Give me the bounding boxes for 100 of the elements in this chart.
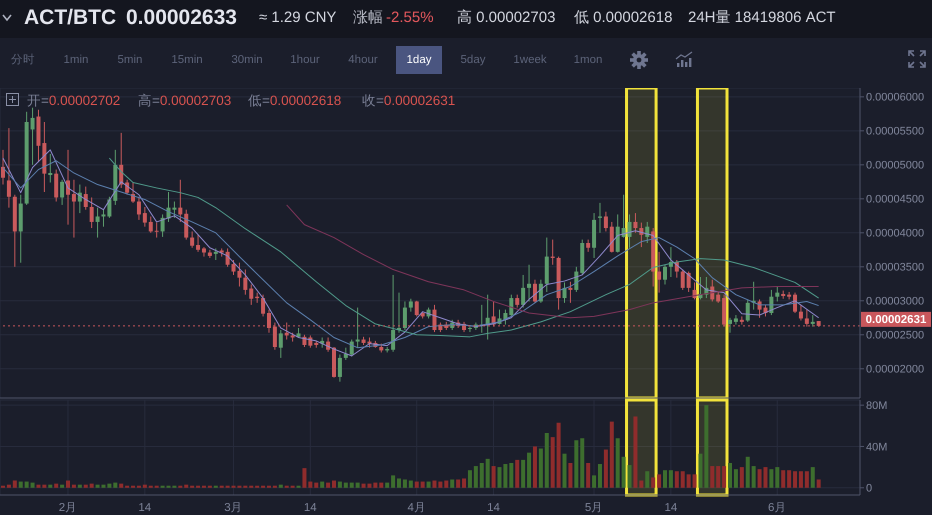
bar — [30, 482, 35, 488]
bar — [793, 471, 798, 488]
bar — [6, 484, 11, 488]
bar — [763, 467, 768, 488]
y-tick-label: 0.00006000 — [866, 92, 924, 104]
ref-line-label: 0.00002631 — [866, 314, 927, 326]
candlestick — [6, 128, 11, 208]
y-tick-label: 0.00003500 — [866, 262, 924, 274]
candlestick — [214, 248, 218, 260]
bar — [444, 480, 448, 488]
candlestick — [54, 169, 58, 202]
candlestick — [30, 107, 35, 166]
candlestick — [202, 246, 206, 258]
bar — [113, 482, 118, 488]
y-tick-label: 0.00005000 — [866, 160, 924, 172]
bar — [787, 470, 792, 488]
candlestick — [527, 264, 532, 302]
bar — [816, 480, 821, 488]
candlestick — [728, 317, 732, 334]
y-tick-label: 0 — [866, 482, 872, 495]
bar — [66, 480, 70, 488]
bar — [320, 482, 324, 488]
annotation: 开=0.00002702 — [27, 93, 120, 108]
bar — [338, 482, 342, 488]
annotation: 低=0.00002618 — [248, 93, 342, 108]
bar — [438, 482, 442, 488]
bar — [586, 462, 590, 488]
y-tick-label: 0.00004500 — [866, 194, 924, 206]
bar — [568, 462, 572, 488]
bar — [78, 484, 82, 488]
candlestick — [107, 196, 112, 218]
bar — [408, 480, 413, 488]
y-tick-label: 40M — [866, 441, 888, 454]
bar — [450, 480, 454, 488]
candlestick — [408, 298, 413, 312]
candlestick — [356, 307, 360, 348]
candlestick — [515, 294, 520, 308]
bar — [462, 478, 466, 488]
candlestick — [662, 264, 667, 285]
bar — [662, 470, 667, 488]
x-tick-label: 14 — [138, 502, 152, 514]
bar — [622, 456, 626, 488]
bar — [432, 480, 436, 488]
candlestick — [160, 214, 165, 238]
bar — [544, 433, 549, 488]
bar — [426, 482, 431, 488]
candlestick — [680, 269, 685, 290]
candlestick — [509, 294, 514, 317]
candlestick — [237, 262, 242, 288]
text: 分时 — [11, 53, 35, 67]
bar — [468, 470, 472, 488]
text: 30min — [231, 53, 263, 67]
candlestick — [101, 209, 106, 228]
bar — [107, 484, 112, 488]
bar — [639, 480, 644, 488]
bar — [775, 467, 780, 488]
candlestick — [414, 300, 419, 317]
chart-subtitle: 0.00002633 — [126, 5, 237, 31]
bar — [332, 480, 336, 488]
x-tick-label: 4月 — [408, 501, 426, 514]
bar — [633, 416, 638, 488]
candlestick — [1, 149, 5, 186]
bar — [651, 477, 656, 488]
candlestick — [810, 314, 815, 328]
candlestick — [532, 279, 537, 304]
candlestick — [344, 347, 348, 360]
bar — [734, 469, 738, 488]
bar — [420, 482, 425, 488]
candlestick — [657, 251, 662, 294]
y-tick-label: 0.00002500 — [866, 330, 924, 342]
candlestick — [136, 196, 141, 220]
bar — [84, 484, 88, 488]
bar — [373, 482, 378, 488]
text: ≈ 1.29 CNY — [259, 9, 336, 27]
text: 1day — [406, 53, 432, 67]
bar — [645, 471, 650, 488]
bar — [781, 470, 786, 488]
y-tick-label: 0.00002000 — [866, 364, 924, 376]
line-series — [286, 204, 820, 318]
bar — [90, 484, 94, 488]
candlestick — [633, 212, 638, 234]
bar — [798, 471, 803, 488]
candlestick — [350, 339, 354, 358]
bar — [598, 464, 602, 488]
annotation: 收=0.00002631 — [362, 93, 456, 108]
x-tick-label: 5月 — [584, 501, 604, 514]
text: 涨幅 — [353, 9, 383, 27]
bar — [385, 482, 390, 488]
candlestick — [261, 294, 266, 317]
bar — [692, 474, 697, 488]
bar — [497, 467, 502, 488]
bar — [142, 484, 147, 488]
text: 15min — [171, 53, 203, 67]
bar — [362, 484, 366, 488]
bar — [54, 484, 58, 488]
bar — [379, 482, 384, 488]
bar — [456, 480, 460, 488]
text: 高 0.00002703 — [457, 9, 556, 27]
text: 1min — [64, 53, 88, 67]
candlestick — [90, 196, 94, 229]
